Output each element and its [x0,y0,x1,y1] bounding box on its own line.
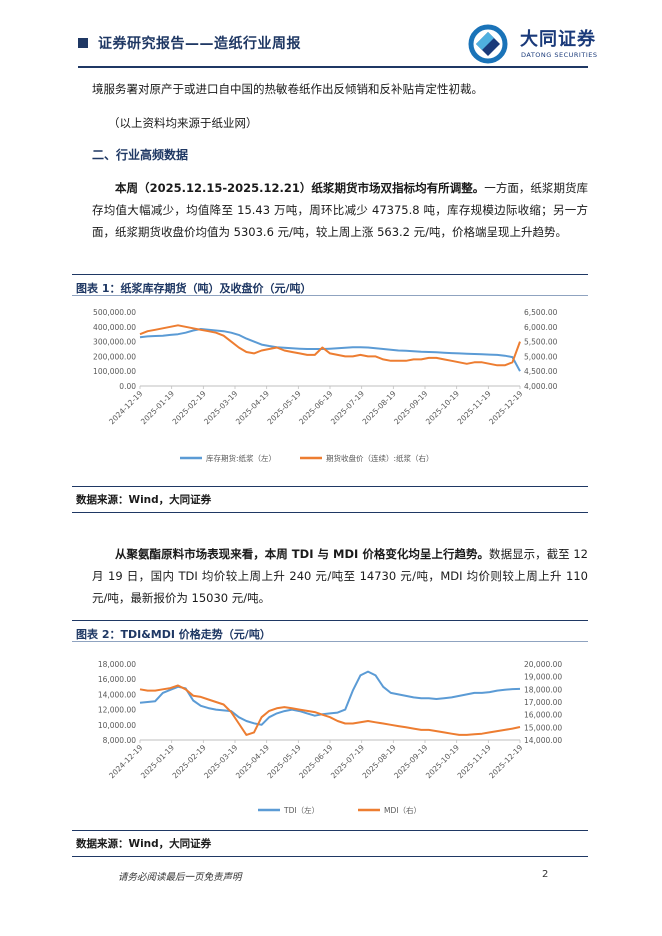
y-left-tick-label: 0.00 [119,382,136,391]
y-right-tick-label: 4,500.00 [524,367,558,376]
paragraph-2-lead: 本周（2025.12.15-2025.12.21）纸浆期货市场双指标均有所调整。 [115,181,485,195]
figure-1-bottom-rule [72,512,588,514]
y-right-tick-label: 15,000.00 [524,723,562,732]
figure-2-title: 图表 2：TDI&MDI 价格走势（元/吨） [72,620,588,642]
legend-label-2: 期货收盘价（连续）:纸浆（右） [326,453,434,463]
y-left-tick-label: 12,000.00 [98,706,136,715]
source-note: （以上资料均来源于纸业网） [108,116,258,130]
y-left-tick-label: 400,000.00 [93,323,136,332]
paragraph-3-lead: 从聚氨酯原料市场表现来看，本周 TDI 与 MDI 价格变化均呈上行趋势。 [115,547,490,561]
tdi-mdi-price-chart: 8,000.00 10,000.00 12,000.00 14,000.00 16,00… [98,660,563,815]
y-right-tick-label: 14,000.00 [524,736,562,745]
y-right-tick-label: 6,500.00 [524,308,558,317]
header-divider [78,66,588,68]
series-line-2 [139,684,521,736]
paragraph-1: 境服务署对原产于或进口自中国的热敏卷纸作出反倾销和反补贴肯定性初裁。 [92,82,483,96]
series-line-1 [139,328,521,372]
y-right-tick-label: 4,000.00 [524,382,558,391]
pulp-inventory-price-chart: 0.00 100,000.00 200,000.00 300,000.00 400,00… [93,308,558,463]
y-left-tick-label: 500,000.00 [93,308,136,317]
y-left-tick-label: 300,000.00 [93,338,136,347]
datong-logo-icon [468,24,508,64]
section-heading-2: 二、行业高频数据 [92,148,189,162]
y-left-tick-label: 14,000.00 [98,690,136,699]
x-tick-label: 2025-12-19 [487,743,524,780]
figure-2-source: 数据来源：Wind，大同证券 [76,838,212,850]
x-tick-label: 2025-12-19 [487,389,524,426]
paragraph-2: 本周（2025.12.15-2025.12.21）纸浆期货市场双指标均有所调整。… [92,177,588,243]
y-right-tick-label: 17,000.00 [524,698,562,707]
logo-english-name: DATONG SECURITIES [521,51,598,59]
y-right-tick-label: 20,000.00 [524,660,562,669]
y-left-tick-label: 200,000.00 [93,352,136,361]
legend-label-1: 库存期货:纸浆（左） [206,453,276,463]
series-line-2 [139,324,521,367]
y-left-tick-label: 18,000.00 [98,660,136,669]
y-right-tick-label: 5,500.00 [524,338,558,347]
paragraph-3-body: 数据显示，截至 12 月 19 日，国内 TDI 均价较上周上升 240 元/吨… [92,547,588,605]
figure-2-bottom-rule [72,856,588,858]
y-right-tick-label: 5,000.00 [524,352,558,361]
y-left-tick-label: 16,000.00 [98,675,136,684]
figure-1-title: 图表 1：纸浆库存期货（吨）及收盘价（元/吨） [72,274,588,296]
paragraph-2-body: 一方面，纸浆期货库存均值大幅减少，均值降至 15.43 万吨，周环比减少 473… [92,181,589,239]
report-header-title: 证券研究报告——造纸行业周报 [98,36,301,52]
logo-chinese-name: 大同证券 [520,29,596,50]
figure-1-source: 数据来源：Wind，大同证券 [76,494,212,506]
paragraph-3: 从聚氨酯原料市场表现来看，本周 TDI 与 MDI 价格变化均呈上行趋势。数据显… [92,543,588,609]
figure-1-rule [72,486,588,488]
y-left-tick-label: 100,000.00 [93,367,136,376]
figure-2-rule [72,830,588,832]
y-left-tick-label: 10,000.00 [98,721,136,730]
legend-label-2: MDI（右） [384,805,421,815]
y-right-tick-label: 19,000.00 [524,673,562,682]
legend-label-1: TDI（左） [283,805,319,815]
series-line-1 [139,670,521,726]
y-right-tick-label: 6,000.00 [524,323,558,332]
page-number: 2 [542,869,549,880]
y-right-tick-label: 18,000.00 [524,685,562,694]
y-right-tick-label: 16,000.00 [524,711,562,720]
header-marker [78,38,88,48]
footer-disclaimer: 请务必阅读最后一页免责声明 [118,872,242,883]
y-left-tick-label: 8,000.00 [103,736,137,745]
